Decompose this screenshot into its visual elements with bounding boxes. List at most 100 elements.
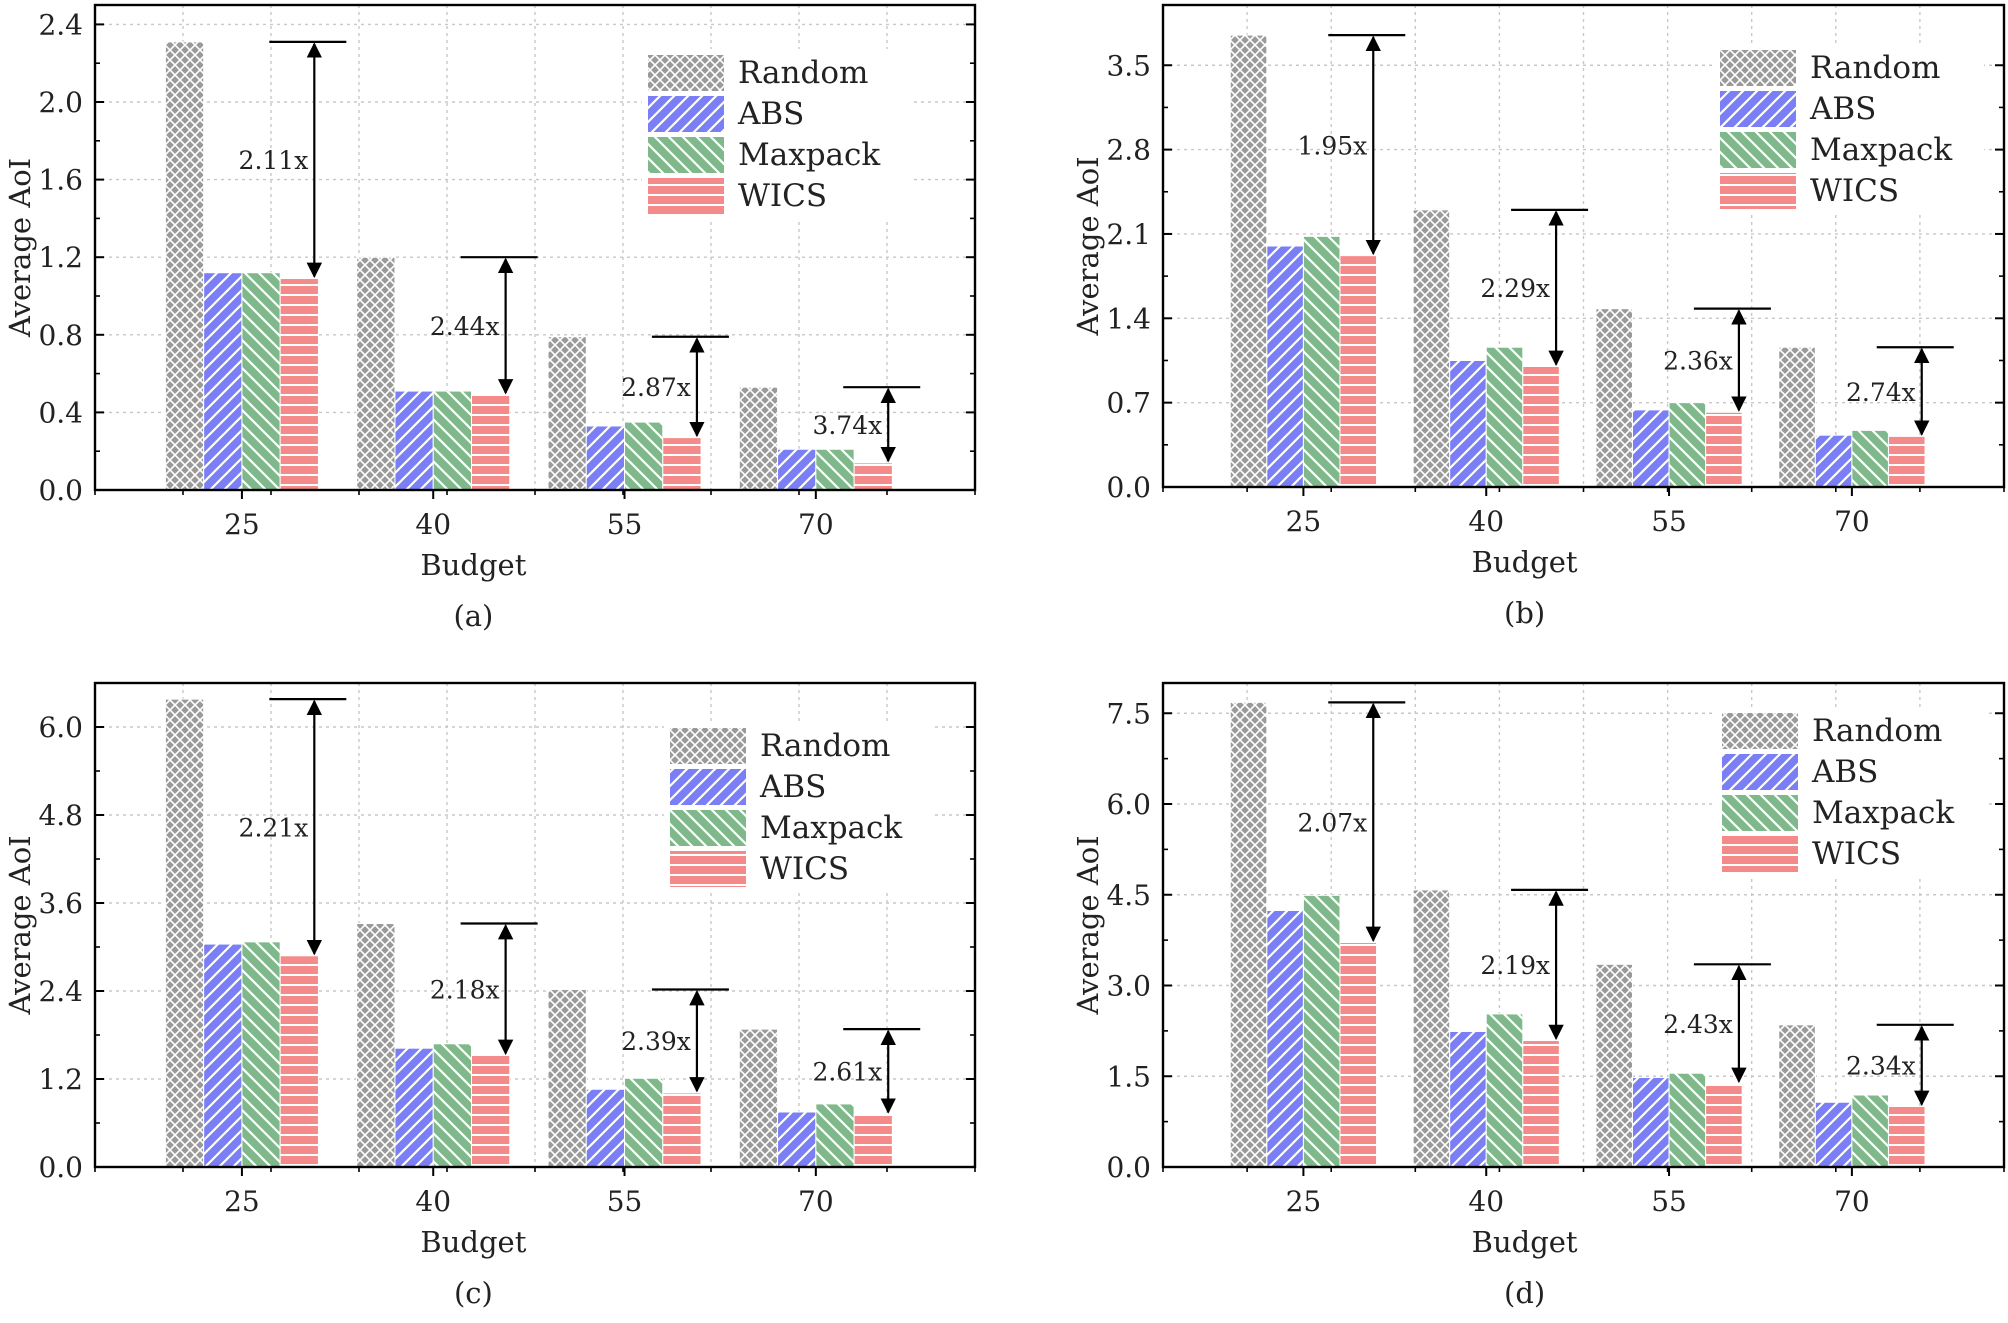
- ratio-label-40: 2.19x: [1480, 951, 1550, 980]
- y-axis-b: 0.0 0.7 1.4 2.1 2.8 3.5: [1106, 49, 2004, 504]
- y-tick-label: 0.0: [38, 1151, 83, 1184]
- chart-panel-c: 2.21x 2.18x 2.39x 2.61x 0.0 1.2 2.4 3.6 4.8 6.0 25…: [3, 681, 977, 1310]
- bar-wics-55: [662, 437, 702, 491]
- legend-swatch-random: [1720, 50, 1796, 86]
- bar-wics-55: [1705, 411, 1743, 488]
- y-axis-label-d: Average AoI: [1071, 835, 1105, 1015]
- annotations-a: 2.11x 2.44x 2.87x 3.74x: [239, 40, 921, 463]
- bar-random-40: [356, 256, 396, 491]
- ratio-label-70: 3.74x: [812, 411, 882, 440]
- ratio-label-40: 2.29x: [1480, 274, 1550, 303]
- bar-maxpack-70: [815, 448, 855, 491]
- legend-a: Random ABS Maxpack WICS: [642, 49, 912, 219]
- bar-maxpack-55: [1668, 402, 1707, 488]
- bar-maxpack-55: [1668, 1072, 1707, 1168]
- bar-wics-70: [853, 1113, 893, 1168]
- x-axis-b: 25 40 55 70: [1162, 487, 2005, 538]
- bar-abs-40: [394, 1047, 434, 1168]
- bar-maxpack-40: [1485, 1013, 1524, 1168]
- legend-label-abs: ABS: [1809, 91, 1876, 127]
- legend-swatch-wics: [670, 851, 746, 887]
- ratio-label-25: 2.11x: [239, 146, 309, 175]
- x-axis-a: 25 40 55 70: [94, 490, 976, 541]
- bar-abs-55: [585, 1088, 626, 1168]
- bar-abs-40: [1449, 1030, 1487, 1168]
- bar-maxpack-70: [815, 1103, 855, 1168]
- legend-swatch-maxpack: [648, 137, 724, 173]
- bar-abs-70: [1814, 1101, 1853, 1168]
- y-tick-label: 4.5: [1106, 879, 1151, 912]
- legend-swatch-random: [648, 55, 724, 91]
- bar-wics-40: [1522, 1040, 1560, 1168]
- bar-random-70: [738, 386, 779, 491]
- legend-label-maxpack: Maxpack: [738, 137, 880, 173]
- bar-random-70: [1778, 346, 1816, 488]
- y-axis-label-a: Average AoI: [3, 158, 37, 338]
- legend-swatch-random: [1722, 713, 1798, 749]
- legend-swatch-maxpack: [1722, 795, 1798, 831]
- y-tick-label: 0.0: [1106, 1151, 1151, 1184]
- x-tick-label-55: 55: [1651, 1185, 1687, 1218]
- y-tick-label: 2.1: [1106, 218, 1151, 251]
- bar-abs-40: [394, 390, 434, 491]
- y-tick-label: 1.4: [1106, 302, 1151, 335]
- legend-c: Random ABS Maxpack WICS: [664, 722, 934, 892]
- bar-wics-40: [470, 394, 511, 491]
- bar-abs-25: [203, 272, 243, 491]
- bar-random-25: [164, 41, 205, 491]
- bars-d: [1229, 701, 1926, 1168]
- ratio-label-70: 2.74x: [1846, 378, 1916, 407]
- x-tick-label-40: 40: [1468, 505, 1504, 538]
- legend-swatch-maxpack: [1720, 132, 1796, 168]
- legend-label-wics: WICS: [1812, 836, 1901, 872]
- legend-label-random: Random: [1812, 713, 1942, 749]
- legend-label-abs: ABS: [759, 769, 826, 805]
- bar-wics-40: [1522, 366, 1560, 488]
- y-tick-label: 0.8: [38, 319, 83, 352]
- bar-abs-70: [777, 448, 817, 491]
- y-axis-a: 0.0 0.4 0.8 1.2 1.6 2.0 2.4: [38, 8, 975, 507]
- legend-swatch-abs: [670, 769, 746, 805]
- x-tick-label-55: 55: [607, 1185, 643, 1218]
- x-tick-label-40: 40: [415, 508, 451, 541]
- y-tick-label: 6.0: [38, 711, 83, 744]
- bar-maxpack-40: [432, 390, 472, 491]
- ratio-label-55: 2.39x: [621, 1027, 691, 1056]
- legend-swatch-abs: [1720, 91, 1796, 127]
- ratio-label-40: 2.44x: [430, 312, 500, 341]
- bar-wics-55: [662, 1092, 702, 1168]
- y-axis-d: 0.0 1.5 3.0 4.5 6.0 7.5: [1106, 697, 2004, 1184]
- bar-wics-70: [1887, 1106, 1926, 1168]
- legend-label-random: Random: [760, 728, 890, 764]
- annotations-b: 1.95x 2.29x 2.36x 2.74x: [1297, 34, 1954, 436]
- legend-swatch-wics: [648, 178, 724, 214]
- x-axis-label-b: Budget: [1472, 545, 1578, 579]
- annotations-d: 2.07x 2.19x 2.43x 2.34x: [1297, 701, 1954, 1107]
- bar-abs-40: [1449, 359, 1487, 488]
- legend-swatch-abs: [1722, 754, 1798, 790]
- x-tick-label-25: 25: [224, 1185, 260, 1218]
- bar-maxpack-25: [241, 272, 281, 491]
- annotations-c: 2.21x 2.18x 2.39x 2.61x: [239, 698, 921, 1114]
- x-axis-c: 25 40 55 70: [94, 1167, 976, 1218]
- bar-maxpack-70: [1851, 1094, 1889, 1168]
- x-axis-label-a: Budget: [420, 548, 526, 582]
- y-tick-label: 1.5: [1106, 1060, 1151, 1093]
- bar-random-25: [1229, 34, 1268, 488]
- y-tick-label: 1.2: [38, 241, 83, 274]
- bar-random-40: [1412, 889, 1451, 1168]
- bar-abs-25: [203, 943, 243, 1168]
- bars-c: [164, 698, 893, 1168]
- x-tick-label-55: 55: [1651, 505, 1687, 538]
- legend-label-maxpack: Maxpack: [760, 810, 902, 846]
- y-tick-label: 0.0: [38, 474, 83, 507]
- x-tick-label-70: 70: [1834, 1185, 1870, 1218]
- legend-label-wics: WICS: [1810, 173, 1899, 209]
- ratio-label-25: 2.21x: [239, 813, 309, 842]
- bar-maxpack-40: [432, 1043, 472, 1168]
- y-tick-label: 1.2: [38, 1063, 83, 1096]
- bar-random-70: [738, 1028, 779, 1168]
- bar-wics-70: [853, 462, 893, 491]
- bar-random-55: [547, 336, 587, 491]
